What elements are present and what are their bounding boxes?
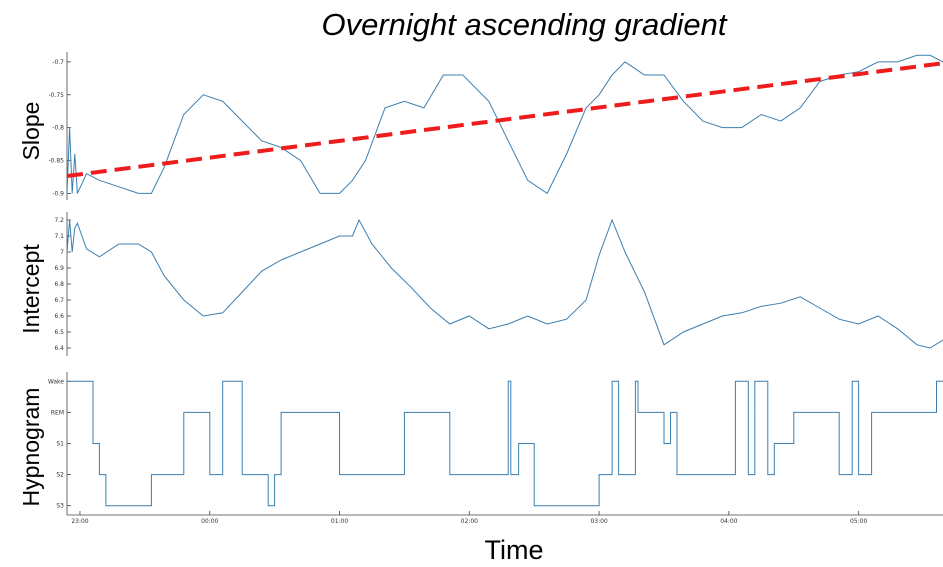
y-tick-label: 6.6 [54, 313, 64, 320]
y-tick-label: S3 [56, 503, 64, 510]
plot-panels: -0.7 -0.75 -0.8 -0.85 -0.9 7.2 7.1 7 6.9 6.8 6.7 6.… [48, 52, 943, 525]
x-tick-label: 02:00 [461, 518, 478, 525]
panel-intercept: 7.2 7.1 7 6.9 6.8 6.7 6.6 6.5 6.4 [54, 212, 943, 356]
y-tick-label: 7.1 [54, 233, 64, 240]
y-tick-label: 6.8 [54, 281, 64, 288]
y-tick-label: S1 [56, 441, 64, 448]
hypnogram-ylabel: Hypnogram [18, 388, 44, 507]
panel-slope: -0.7 -0.75 -0.8 -0.85 -0.9 [48, 52, 943, 200]
slope-ylabel: Slope [18, 102, 44, 161]
y-tick-label: REM [51, 409, 64, 416]
x-tick-label: 01:00 [331, 518, 348, 525]
y-tick-label: 6.7 [54, 297, 64, 304]
y-tick-label: 7 [60, 249, 64, 256]
chart-title: Overnight ascending gradient [322, 7, 728, 42]
y-tick-label: S2 [56, 472, 64, 479]
intercept-ylabel: Intercept [18, 244, 44, 334]
x-tick-label: 05:00 [850, 518, 867, 525]
y-tick-label: -0.7 [52, 59, 64, 66]
x-tick-label: 03:00 [590, 518, 607, 525]
x-tick-label: 04:00 [720, 518, 737, 525]
y-tick-label: -0.75 [48, 92, 64, 99]
y-tick-label: 7.2 [54, 217, 64, 224]
series-intercept [66, 218, 943, 349]
series-hypnogram [67, 380, 943, 507]
y-tick-label: 6.9 [54, 265, 64, 272]
y-tick-label: 6.5 [54, 329, 64, 336]
x-tick-label: 00:00 [201, 518, 218, 525]
trend-line [66, 61, 943, 178]
panel-hypnogram: Wake REM S1 S2 S3 [48, 372, 943, 515]
y-tick-label: -0.9 [52, 190, 64, 197]
series-slope [66, 54, 943, 195]
x-axis-label: Time [485, 535, 544, 565]
y-tick-label: Wake [48, 378, 64, 385]
x-tick-label: 23:00 [71, 518, 88, 525]
y-tick-label: -0.85 [48, 158, 64, 165]
y-tick-label: -0.8 [52, 125, 64, 132]
y-tick-label: 6.4 [54, 345, 64, 352]
